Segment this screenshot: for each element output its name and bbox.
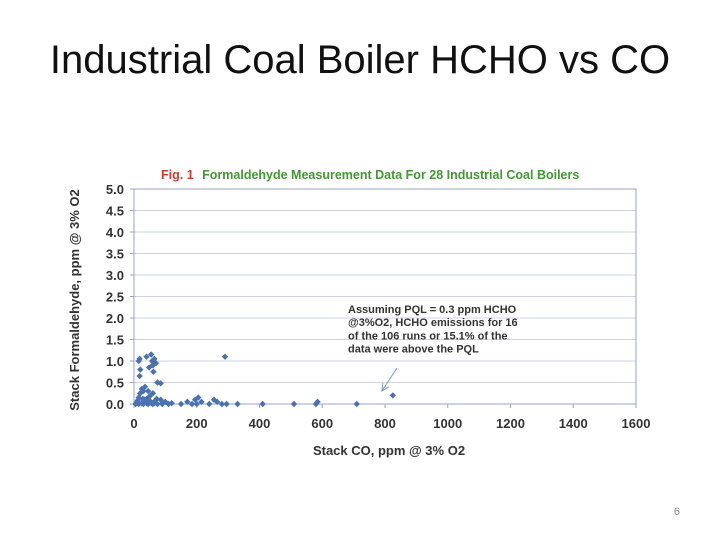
y-tick-label: 5.0 [106, 182, 124, 197]
data-point [234, 400, 241, 408]
annotation-arrowhead [381, 383, 389, 393]
data-point [134, 397, 141, 404]
pql-annotation: Assuming PQL = 0.3 ppm HCHO @3%O2, HCHO e… [348, 304, 518, 393]
data-point [218, 400, 226, 408]
y-tick-label: 0.5 [106, 376, 124, 391]
data-point [159, 399, 167, 406]
chart-title-prefix: Fig. 1 [161, 168, 194, 182]
x-tick-label: 0 [130, 416, 137, 431]
data-point [154, 379, 161, 386]
data-point [157, 380, 164, 387]
data-point [213, 398, 221, 406]
data-point [184, 398, 191, 406]
y-tick-label: 0.0 [106, 397, 124, 412]
slide-title: Industrial Coal Boiler HCHO vs CO [49, 38, 671, 82]
x-tick-label: 1000 [433, 416, 462, 431]
data-point [198, 398, 205, 406]
annotation-text: Assuming PQL = 0.3 ppm HCHO @3%O2, HCHO e… [348, 304, 518, 356]
data-point [223, 400, 230, 408]
y-tick-label: 3.5 [106, 247, 124, 262]
data-point [206, 400, 213, 408]
data-point [139, 395, 146, 403]
data-point [148, 351, 155, 358]
data-point [221, 353, 229, 360]
y-tick-label: 1.5 [106, 333, 124, 348]
x-tick-label: 200 [186, 416, 208, 431]
data-points [132, 351, 397, 408]
x-tick-label: 400 [249, 416, 271, 431]
x-tick-label: 800 [374, 416, 396, 431]
data-point [145, 364, 153, 371]
y-tick-label: 2.5 [106, 290, 124, 305]
data-point [259, 400, 266, 408]
chart-title: Fig. 1 Formaldehyde Measurement Data For… [161, 168, 579, 182]
y-tick-label: 1.0 [106, 354, 124, 369]
y-tick-label: 2.0 [106, 311, 124, 326]
data-point [136, 372, 143, 380]
data-point [154, 400, 161, 408]
data-point [152, 397, 159, 404]
annotation-arrow [381, 367, 398, 392]
data-point [136, 355, 143, 363]
data-point [177, 400, 185, 408]
x-axis-ticks: 0 200 400 600 800 1000 1200 1400 1600 [130, 404, 650, 431]
data-point [147, 398, 154, 405]
x-tick-label: 1400 [559, 416, 588, 431]
y-axis-title: Stack Formaldehyde, ppm @ 3% O2 [67, 189, 82, 410]
data-point [150, 368, 157, 375]
data-point [137, 366, 144, 373]
page-number: 6 [673, 506, 680, 518]
data-point [353, 400, 360, 408]
x-tick-label: 1200 [496, 416, 525, 431]
chart-title-text: Formaldehyde Measurement Data For 28 Ind… [202, 168, 579, 182]
data-point [188, 400, 196, 408]
data-point [143, 353, 150, 360]
x-axis-title: Stack CO, ppm @ 3% O2 [313, 443, 465, 458]
x-tick-label: 600 [311, 416, 333, 431]
data-point [144, 387, 152, 395]
data-point [314, 398, 321, 406]
y-axis-ticks: 0.0 0.5 1.0 1.5 2.0 2.5 3.0 3.5 4.0 4.5 5.0 [106, 182, 134, 412]
data-point [389, 392, 397, 399]
y-tick-label: 4.5 [106, 204, 124, 219]
data-point [168, 399, 175, 407]
data-point [193, 400, 200, 408]
data-point [195, 394, 202, 401]
data-point [290, 400, 298, 408]
data-point [140, 400, 147, 408]
y-tick-label: 3.0 [106, 268, 124, 283]
x-tick-label: 1600 [622, 416, 651, 431]
y-tick-label: 4.0 [106, 225, 124, 240]
